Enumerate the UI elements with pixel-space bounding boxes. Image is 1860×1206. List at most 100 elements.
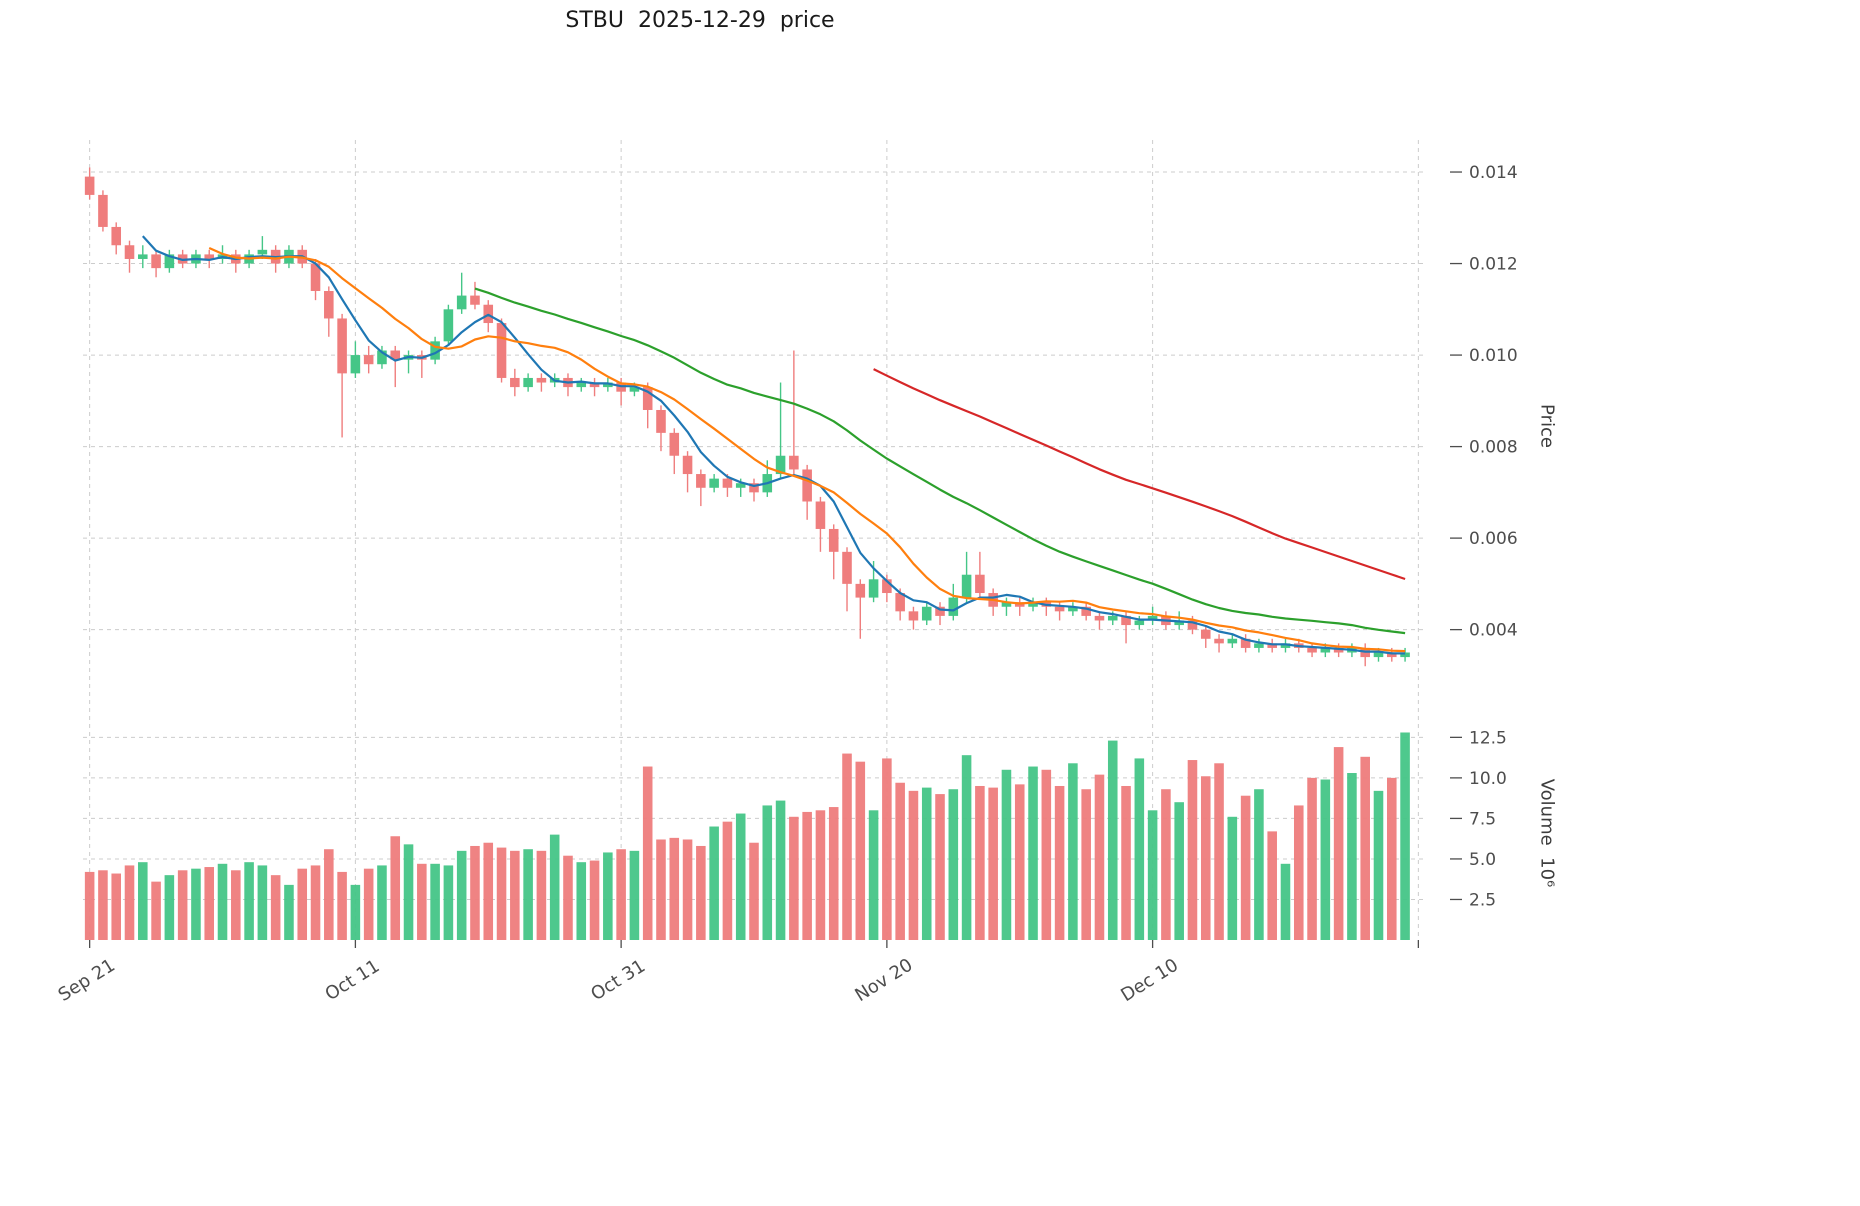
candle-body — [1001, 602, 1012, 607]
volume-bar — [1307, 777, 1317, 940]
volume-bar — [417, 863, 427, 940]
candle-body — [430, 341, 440, 360]
candle-body — [908, 611, 919, 621]
candle-body — [603, 382, 613, 388]
volume-bar — [815, 810, 826, 940]
volume-tick-label: 12.5 — [1469, 728, 1507, 748]
volume-bar — [324, 849, 334, 940]
candle-body — [310, 263, 321, 292]
volume-bar — [350, 884, 361, 940]
candle-body — [1227, 638, 1238, 644]
candle-body — [775, 455, 786, 475]
volume-bar — [1360, 756, 1370, 940]
volume-bar — [390, 836, 401, 940]
volume-bar — [1267, 831, 1277, 940]
volume-bar — [496, 847, 507, 940]
volume-bar — [1161, 789, 1171, 940]
volume-bar — [231, 870, 241, 940]
candle-body — [696, 474, 706, 488]
candle-body — [1134, 620, 1145, 626]
candle-body — [1280, 643, 1291, 648]
candle-body — [523, 377, 533, 388]
volume-bar — [1187, 760, 1198, 940]
volume-bar — [749, 842, 759, 940]
candle-body — [1054, 606, 1065, 612]
volume-bar — [470, 845, 480, 940]
moving-average-lines — [141, 235, 1406, 655]
volume-bar — [84, 871, 95, 940]
volume-bar — [1214, 763, 1224, 940]
volume-bar — [589, 860, 600, 940]
volume-bar — [244, 862, 254, 940]
candle-body — [390, 350, 401, 360]
candle-body — [709, 478, 719, 488]
volume-bar — [563, 855, 573, 940]
volume-bar — [975, 785, 985, 940]
volume-bar — [483, 842, 494, 940]
candle-body — [443, 309, 454, 342]
volume-axis-label: Volume 10⁶ — [1536, 778, 1558, 888]
volume-bar — [988, 787, 998, 940]
candle-body — [1254, 643, 1264, 648]
volume-bar — [1147, 810, 1158, 940]
ma-line-ma5 — [141, 235, 1406, 655]
volume-bar — [842, 753, 852, 940]
volume-bar — [1054, 785, 1065, 940]
volume-bar — [510, 850, 520, 940]
candle-body — [1267, 643, 1277, 648]
volume-bar — [1280, 863, 1291, 940]
candle-body — [1400, 652, 1410, 658]
volume-bar — [191, 868, 201, 940]
volume-bar — [257, 865, 268, 940]
volume-bar — [98, 870, 108, 940]
x-tick-label: Oct 31 — [587, 956, 649, 1005]
volume-bar — [217, 863, 228, 940]
candle-body — [855, 583, 866, 598]
candle-body — [1333, 647, 1344, 653]
volume-bar — [1373, 790, 1384, 940]
candle-body — [151, 254, 161, 269]
volume-bar — [456, 850, 467, 940]
candle-body — [921, 606, 932, 621]
volume-bar — [682, 839, 693, 940]
candle-body — [749, 483, 759, 493]
volume-bar — [164, 875, 175, 940]
volume-bar — [921, 787, 932, 940]
volume-bar — [138, 862, 148, 940]
volume-bar — [629, 850, 640, 940]
volume-bar — [337, 871, 347, 940]
price-tick-label: 0.012 — [1469, 255, 1518, 275]
volume-bar — [762, 805, 773, 940]
volume-bar — [961, 755, 972, 940]
x-tick-label: Sep 21 — [55, 955, 119, 1006]
volume-bar — [1347, 773, 1357, 940]
volume-bar — [1001, 769, 1012, 940]
volume-bar — [523, 849, 533, 940]
volume-bars — [84, 732, 1410, 940]
candle-body — [948, 597, 959, 616]
candle-body — [496, 323, 507, 378]
volume-bar — [1134, 758, 1145, 940]
candle-body — [895, 593, 905, 612]
candle-body — [669, 432, 680, 456]
volume-bar — [642, 766, 653, 940]
candle-body — [1174, 620, 1184, 626]
ma-line-ma60 — [873, 368, 1406, 581]
candle-body — [629, 387, 640, 392]
candle-body — [961, 574, 972, 598]
volume-bar — [789, 816, 799, 940]
price-tick-label: 0.008 — [1469, 438, 1518, 458]
candle-body — [1214, 638, 1224, 644]
candle-body — [589, 382, 600, 388]
volume-bar — [868, 810, 879, 940]
volume-bar — [403, 844, 414, 940]
candle-body — [576, 382, 587, 388]
volume-bar — [1041, 769, 1052, 940]
candle-body — [642, 387, 653, 410]
ma-line-ma30 — [474, 287, 1406, 635]
volume-tick-label: 10.0 — [1469, 769, 1507, 789]
candle-body — [1094, 615, 1105, 621]
candle-body — [1373, 652, 1384, 658]
candle-body — [975, 574, 985, 594]
